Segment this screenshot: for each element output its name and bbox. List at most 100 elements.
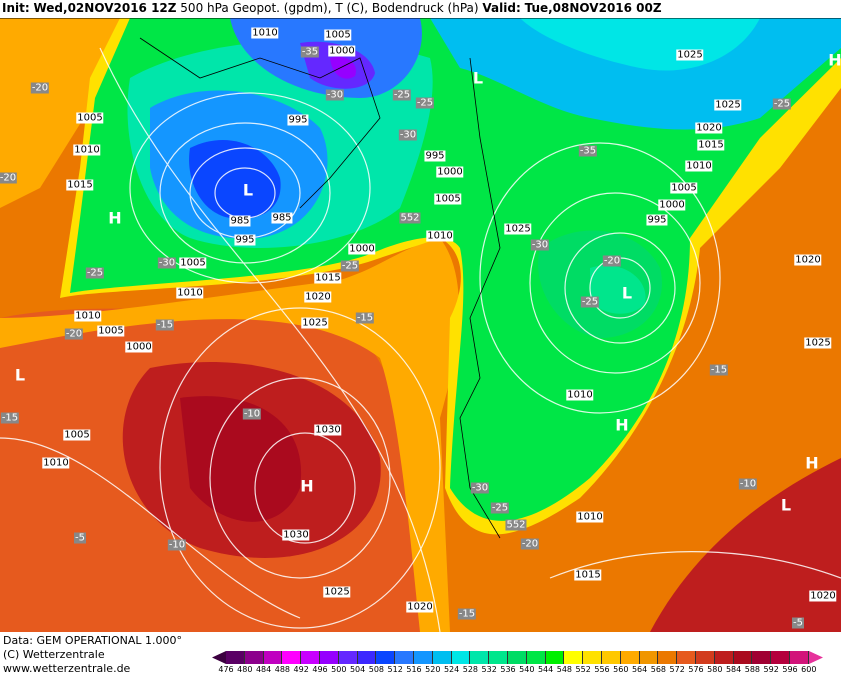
colorbar-tick: 552 bbox=[575, 665, 591, 674]
colorbar-swatch bbox=[263, 651, 283, 664]
pressure-center: L bbox=[14, 365, 26, 385]
pressure-center: H bbox=[108, 208, 122, 228]
colorbar-swatch bbox=[620, 651, 640, 664]
colorbar-tick: 484 bbox=[255, 665, 272, 674]
colorbar-tick: 576 bbox=[688, 665, 704, 674]
temperature-label: -20 bbox=[0, 172, 18, 184]
colorbar-swatch bbox=[413, 651, 433, 664]
pressure-center: H bbox=[615, 415, 629, 435]
temperature-label: -10 bbox=[738, 478, 758, 490]
isobar-label: 1015 bbox=[697, 139, 725, 151]
colorbar-tick: 544 bbox=[537, 665, 554, 674]
colorbar-tick: 564 bbox=[631, 665, 648, 674]
isobar-label: 1025 bbox=[323, 586, 351, 598]
isobar-label: 1015 bbox=[574, 569, 602, 581]
isobar-label: 1000 bbox=[658, 199, 686, 211]
isobar-label: 1005 bbox=[63, 429, 91, 441]
colorbar-tick: 532 bbox=[481, 665, 497, 674]
colorbar-swatch bbox=[526, 651, 546, 664]
geopotential-field bbox=[0, 18, 841, 632]
colorbar-swatch bbox=[771, 651, 790, 664]
isobar-label: 1005 bbox=[97, 325, 125, 337]
colorbar-swatch bbox=[470, 651, 490, 664]
isobar-label: 1020 bbox=[809, 590, 837, 602]
colorbar-tick: 520 bbox=[425, 665, 441, 674]
isobar-label: 1030 bbox=[282, 529, 310, 541]
isobar-label: 1025 bbox=[804, 337, 832, 349]
colorbar bbox=[226, 651, 809, 664]
colorbar-tick: 508 bbox=[368, 665, 385, 674]
colorbar-tick: 556 bbox=[594, 665, 610, 674]
isobar-label: 995 bbox=[287, 114, 309, 126]
colorbar-tick: 492 bbox=[293, 665, 309, 674]
temperature-label: -5 bbox=[74, 532, 86, 544]
colorbar-tick: 580 bbox=[707, 665, 723, 674]
temperature-label: -5 bbox=[792, 617, 804, 629]
pressure-center: H bbox=[805, 453, 819, 473]
colorbar-swatch bbox=[564, 651, 584, 664]
isobar-label: 1010 bbox=[73, 144, 101, 156]
website-link[interactable]: www.wetterzentrale.de bbox=[3, 662, 131, 675]
temperature-label: -25 bbox=[580, 296, 600, 308]
colorbar-swatch bbox=[752, 651, 772, 664]
temperature-label: -15 bbox=[0, 412, 20, 424]
colorbar-tick: 568 bbox=[650, 665, 667, 674]
colorbar-tick: 504 bbox=[349, 665, 366, 674]
isobar-label: 1020 bbox=[304, 291, 332, 303]
temperature-label: -25 bbox=[772, 98, 792, 110]
map-header: Init: Wed,02NOV2016 12Z 500 hPa Geopot. … bbox=[2, 1, 662, 15]
isobar-label: 1000 bbox=[328, 45, 356, 57]
colorbar-swatch bbox=[244, 651, 264, 664]
height-label: 552 bbox=[399, 212, 421, 224]
temperature-label: -15 bbox=[155, 319, 175, 331]
colorbar-swatch bbox=[545, 651, 565, 664]
colorbar-swatch bbox=[583, 651, 602, 664]
temperature-label: -25 bbox=[340, 260, 360, 272]
temperature-label: -30 bbox=[325, 89, 345, 101]
colorbar-swatch bbox=[432, 651, 452, 664]
isobar-label: 1010 bbox=[576, 511, 604, 523]
colorbar-swatch bbox=[733, 651, 753, 664]
isobar-label: 1010 bbox=[426, 230, 454, 242]
colorbar-swatch bbox=[226, 651, 245, 664]
isobar-label: 1000 bbox=[436, 166, 464, 178]
colorbar-swatch bbox=[489, 651, 508, 664]
valid-time: Tue,08NOV2016 00Z bbox=[524, 1, 662, 15]
height-label: 552 bbox=[505, 519, 527, 531]
colorbar-swatch bbox=[658, 651, 678, 664]
colorbar-swatch bbox=[338, 651, 358, 664]
isobar-label: 1025 bbox=[676, 49, 704, 61]
data-source: Data: GEM OPERATIONAL 1.000° bbox=[3, 634, 183, 647]
temperature-label: -30 bbox=[157, 257, 177, 269]
colorbar-swatch bbox=[451, 651, 471, 664]
temperature-label: -25 bbox=[392, 89, 412, 101]
isobar-label: 1000 bbox=[125, 341, 153, 353]
isobar-label: 995 bbox=[234, 234, 256, 246]
pressure-center: L bbox=[780, 495, 792, 515]
colorbar-tick: 536 bbox=[500, 665, 516, 674]
colorbar-swatch bbox=[395, 651, 414, 664]
temperature-label: -20 bbox=[520, 538, 540, 550]
colorbar-tick: 500 bbox=[331, 665, 347, 674]
colorbar-tick: 516 bbox=[406, 665, 422, 674]
colorbar-swatch bbox=[714, 651, 734, 664]
copyright: (C) Wetterzentrale bbox=[3, 648, 105, 661]
isobar-label: 1005 bbox=[76, 112, 104, 124]
isobar-label: 1010 bbox=[74, 310, 102, 322]
temperature-label: -30 bbox=[470, 482, 490, 494]
isobar-label: 1000 bbox=[348, 243, 376, 255]
colorbar-swatch bbox=[282, 651, 302, 664]
colorbar-swatch bbox=[695, 651, 715, 664]
isobar-label: 1010 bbox=[685, 160, 713, 172]
pressure-center: H bbox=[828, 50, 841, 70]
colorbar-tick: 560 bbox=[613, 665, 629, 674]
colorbar-swatch bbox=[677, 651, 696, 664]
pressure-center: L bbox=[621, 283, 633, 303]
temperature-label: -20 bbox=[30, 82, 50, 94]
isobar-label: 1030 bbox=[314, 424, 342, 436]
colorbar-tick: 480 bbox=[237, 665, 253, 674]
isobar-label: 1010 bbox=[566, 389, 594, 401]
pressure-center: L bbox=[242, 180, 254, 200]
colorbar-tick: 600 bbox=[801, 665, 817, 674]
colorbar-swatch bbox=[507, 651, 527, 664]
